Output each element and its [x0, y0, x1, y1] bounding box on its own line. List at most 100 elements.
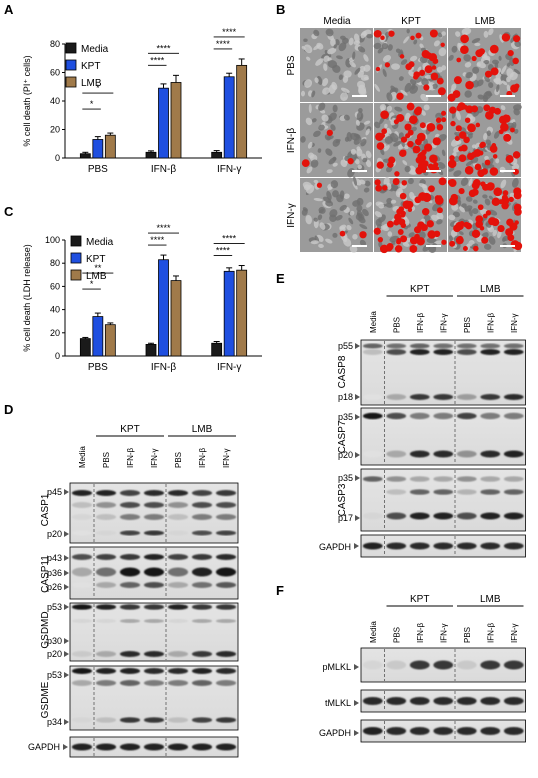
cell-shape [436, 212, 444, 221]
pi-positive-cell [501, 194, 508, 201]
panel-label-b: B [276, 2, 285, 17]
pi-positive-cell [453, 224, 461, 233]
pi-positive-cell [419, 122, 426, 129]
protein-label: CASP3 [337, 483, 348, 516]
mw-marker: p53 [47, 602, 62, 612]
cell-shape [321, 78, 329, 87]
pi-positive-cell [414, 196, 422, 204]
band [409, 343, 430, 349]
cell-shape [514, 40, 521, 48]
marker-arrow [64, 604, 69, 610]
pi-positive-cell [423, 84, 430, 91]
pi-positive-cell [415, 166, 423, 175]
significance-label: * [90, 279, 94, 289]
cell-shape [382, 55, 391, 63]
pi-positive-cell [493, 187, 503, 197]
cell-shape [455, 31, 461, 37]
bar-lmb [236, 269, 248, 357]
group-label: KPT [410, 594, 429, 605]
lane-label: IFN-γ [150, 448, 159, 468]
band [456, 727, 477, 735]
category-label: IFN-γ [217, 164, 241, 175]
band [143, 490, 165, 496]
pi-positive-cell [500, 123, 509, 132]
pi-positive-cell [382, 185, 388, 191]
marker-arrow [355, 452, 360, 458]
pi-positive-cell [486, 182, 495, 191]
band [119, 717, 141, 723]
band [167, 490, 189, 496]
cell-shape [448, 54, 454, 61]
band [143, 604, 165, 610]
cell-shape [426, 237, 437, 244]
band [119, 554, 141, 560]
band [480, 349, 501, 355]
cell-shape [452, 211, 460, 218]
cell-shape [306, 184, 315, 194]
pi-positive-cell [440, 42, 445, 48]
band [362, 489, 383, 495]
significance-label: **** [222, 234, 237, 244]
band [191, 514, 213, 520]
cell-shape [406, 28, 410, 34]
bar-lmb [104, 324, 116, 357]
lane-label: IFN-γ [510, 623, 519, 643]
cell-shape [500, 105, 506, 111]
band [386, 697, 407, 705]
cell-shape [488, 236, 496, 245]
cell-shape [362, 208, 369, 217]
band [503, 394, 524, 400]
cell-shape [332, 232, 338, 238]
pi-positive-cell [506, 218, 514, 226]
pi-positive-cell [462, 246, 468, 251]
pi-positive-cell [436, 77, 444, 85]
pi-positive-cell [376, 142, 385, 150]
cell-shape [310, 159, 319, 168]
lane-label: IFN-β [416, 622, 425, 643]
lane-label: IFN-β [486, 622, 495, 643]
band [215, 680, 237, 686]
pi-positive-cell [473, 245, 479, 252]
marker-arrow [355, 343, 360, 349]
cell-shape [464, 205, 473, 212]
cell-shape [319, 222, 326, 230]
band [71, 619, 93, 623]
band [95, 668, 117, 674]
band [167, 604, 189, 610]
cell-shape [300, 136, 306, 143]
cell-shape [482, 94, 489, 103]
cell-shape [506, 68, 514, 78]
y-tick-label: 0 [55, 153, 60, 163]
pi-positive-cell [477, 204, 484, 211]
pi-positive-cell [419, 154, 427, 162]
pi-positive-cell [454, 136, 460, 141]
pi-positive-cell [410, 35, 415, 41]
pi-positive-cell [455, 125, 462, 132]
mw-marker: p35 [338, 412, 353, 422]
significance-label: **** [216, 246, 231, 256]
cell-shape [350, 148, 357, 155]
bar-kpt [223, 270, 235, 357]
cell-shape [421, 110, 426, 116]
pi-positive-cell [416, 237, 425, 246]
band [456, 697, 477, 705]
protein-label: CASP8 [337, 355, 348, 388]
cell-shape [356, 146, 361, 151]
cell-shape [326, 169, 333, 174]
cell-shape [313, 29, 320, 37]
micro-row-label: PBS [286, 55, 297, 75]
cell-shape [441, 65, 447, 71]
cell-shape [343, 114, 350, 121]
band [433, 394, 454, 400]
significance-label: * [90, 99, 94, 109]
group-label: LMB [192, 424, 213, 435]
cell-shape [484, 155, 489, 161]
cell-shape [363, 76, 369, 81]
pi-positive-cell [513, 35, 521, 43]
cell-shape [471, 208, 479, 215]
marker-arrow [64, 651, 69, 657]
band [386, 660, 407, 670]
cell-shape [506, 84, 511, 93]
band [167, 743, 189, 751]
cell-shape [325, 28, 334, 37]
